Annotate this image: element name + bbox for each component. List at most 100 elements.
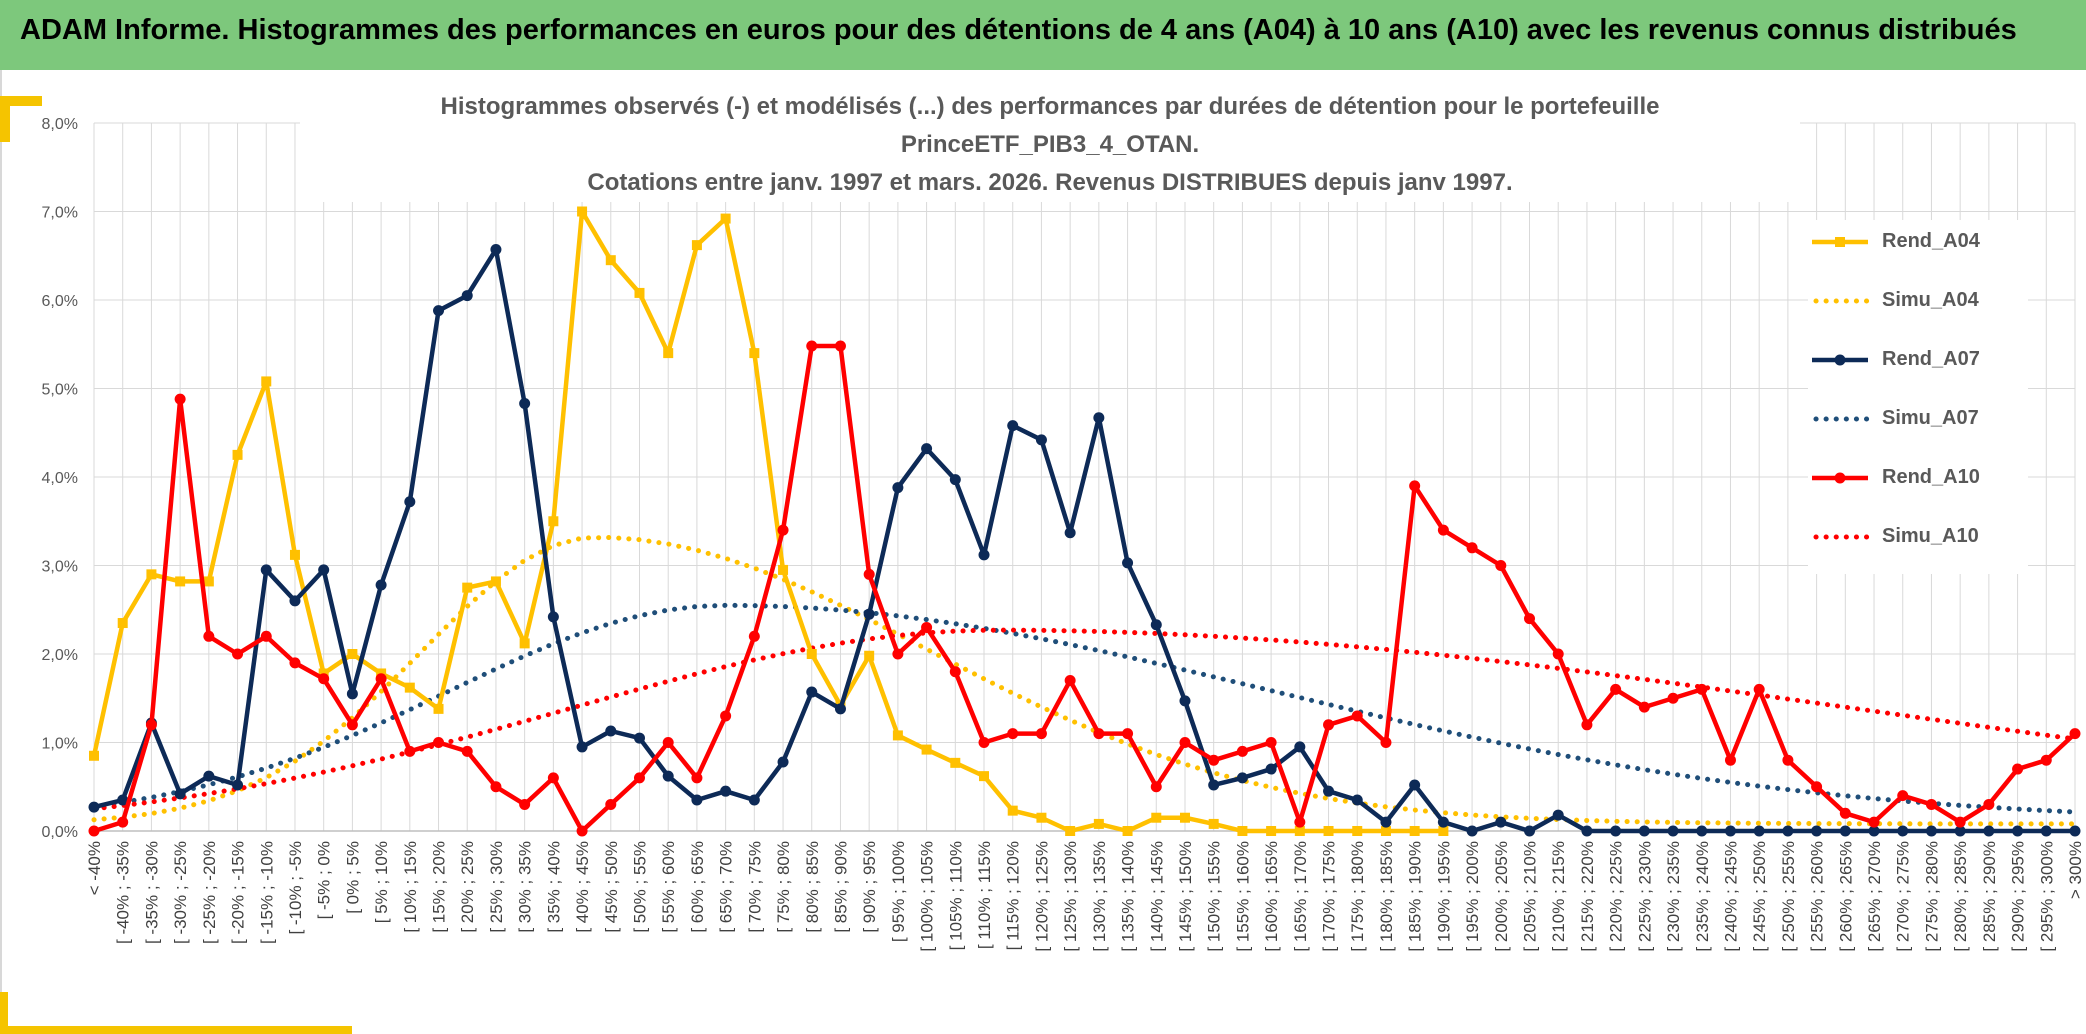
data-point (490, 576, 501, 587)
legend-swatch (1813, 416, 1871, 422)
report-banner: ADAM Informe. Histogrammes des performan… (0, 0, 2086, 70)
data-point (1065, 826, 1076, 836)
data-point (203, 630, 215, 642)
data-point (777, 524, 789, 536)
data-point (749, 348, 760, 359)
x-tick-label: [ 50% ; 55% (630, 841, 649, 933)
y-tick-label: 2,0% (42, 647, 78, 664)
corner-accent-bottom-bar (0, 992, 8, 1034)
x-tick-label: [ 165% ; 170% (1291, 841, 1310, 952)
data-point (950, 757, 961, 768)
x-tick-label: [ 190% ; 195% (1434, 841, 1453, 952)
data-point (232, 779, 244, 791)
x-tick-label: [ 210% ; 215% (1549, 841, 1568, 952)
series-rend-a07 (88, 244, 2081, 837)
data-point (978, 549, 990, 561)
data-point (892, 648, 904, 660)
x-tick-label: [ 260% ; 265% (1836, 841, 1855, 952)
data-point (1093, 412, 1105, 424)
x-tick-label: [ 55% ; 60% (659, 841, 678, 933)
data-point (748, 630, 760, 642)
x-tick-label: [ 65% ; 70% (717, 841, 736, 933)
data-point (548, 516, 559, 527)
data-point (863, 568, 875, 580)
x-tick-label: [ -35% ; -30% (142, 841, 161, 944)
y-tick-label: 0,0% (42, 824, 78, 841)
data-point (1236, 772, 1248, 784)
data-point (979, 771, 990, 782)
data-point (834, 703, 846, 715)
data-point (88, 801, 100, 813)
legend-label: Simu_A07 (1882, 407, 1979, 429)
data-point (1122, 557, 1134, 569)
data-point (1466, 825, 1478, 837)
data-point (1811, 825, 1823, 837)
x-tick-label: [ 185% ; 190% (1406, 841, 1425, 952)
data-point (1753, 825, 1765, 837)
data-point (1782, 754, 1794, 766)
data-point (1667, 692, 1679, 704)
data-point (863, 608, 875, 620)
data-point (1237, 826, 1248, 836)
data-point (318, 564, 330, 576)
x-tick-label: [ 195% ; 200% (1463, 841, 1482, 952)
data-point (461, 745, 473, 757)
data-point (864, 650, 875, 661)
data-point (1151, 812, 1162, 823)
series-rend-a10 (88, 340, 2081, 837)
x-tick-label: [ 5% ; 10% (372, 841, 391, 923)
x-tick-label: [ -5% ; 0% (315, 841, 334, 919)
data-point (1093, 818, 1104, 829)
data-point (1409, 480, 1421, 492)
data-point (1524, 613, 1536, 625)
data-point (720, 213, 731, 224)
data-point (1495, 560, 1507, 571)
x-tick-label: [ 125% ; 130% (1061, 841, 1080, 952)
legend-label: Rend_A10 (1882, 466, 1980, 488)
data-point (519, 638, 530, 649)
series-simu-a04 (91, 534, 2078, 827)
x-tick-label: [ 250% ; 255% (1779, 841, 1798, 952)
x-tick-label: [ 80% ; 85% (803, 841, 822, 933)
chart-title-line-1: Histogrammes observés (-) et modélisés (… (440, 93, 1660, 158)
legend-label: Simu_A04 (1882, 289, 1979, 311)
data-point (720, 785, 732, 797)
x-tick-label: [ 20% ; 25% (458, 841, 477, 933)
data-point (1552, 809, 1564, 821)
legend-swatch (1812, 237, 1868, 247)
data-point (490, 781, 502, 793)
x-tick-label: [ 40% ; 45% (573, 841, 592, 933)
data-point (834, 340, 846, 352)
data-point (1323, 826, 1334, 836)
data-point (1064, 527, 1076, 539)
legend-label: Simu_A10 (1882, 525, 1979, 547)
data-point (1036, 812, 1047, 823)
legend-swatch (1813, 298, 1871, 304)
x-tick-label: [ 170% ; 175% (1320, 841, 1339, 952)
data-point (1724, 825, 1736, 837)
data-point (663, 348, 674, 359)
data-point (1438, 826, 1449, 836)
y-tick-label: 3,0% (42, 559, 78, 576)
data-point (921, 744, 932, 755)
data-point (748, 794, 760, 806)
data-point (175, 576, 186, 587)
data-point (2012, 825, 2024, 837)
data-point (1380, 826, 1391, 836)
x-tick-label: [ 90% ; 95% (860, 841, 879, 933)
data-point (1007, 728, 1019, 740)
legend-item-rend-a04: Rend_A04 (1808, 220, 2028, 279)
chart-title-line-2: Cotations entre janv. 1997 et mars. 2026… (587, 169, 1513, 196)
legend-swatch (1812, 472, 1868, 484)
data-point (691, 794, 703, 806)
data-point (1868, 825, 1880, 837)
data-point (1581, 719, 1593, 731)
data-point (1954, 825, 1966, 837)
data-point (1265, 737, 1277, 748)
histogram-chart: 0,0% 1,0% 2,0% 3,0% 4,0% 5,0% 6,0% 7,0% 8,0% < -4… (42, 116, 2085, 952)
data-point (949, 666, 961, 678)
x-tick-label: [ 45% ; 50% (602, 841, 621, 933)
corner-accent-top (0, 96, 10, 142)
series-line (91, 534, 2078, 827)
data-point (1352, 826, 1363, 836)
